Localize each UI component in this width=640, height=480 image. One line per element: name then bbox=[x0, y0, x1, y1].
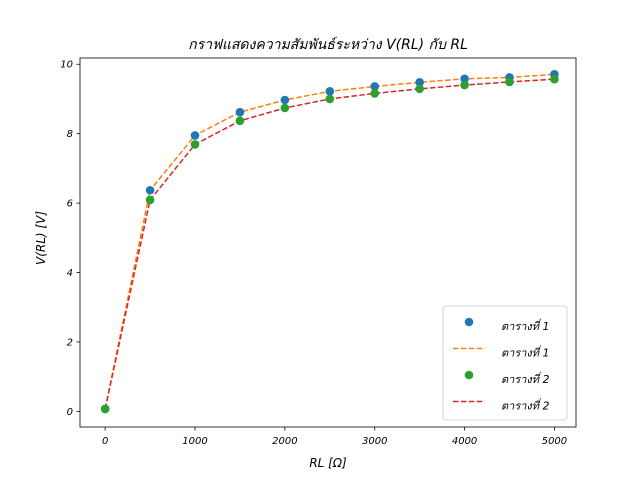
data-point-series-3 bbox=[415, 84, 424, 94]
data-point-series-3 bbox=[280, 103, 290, 113]
chart-title: กราฟแสดงความสัมพันธ์ระหว่าง V(RL) กับ RL bbox=[188, 36, 468, 53]
data-point-series-1 bbox=[415, 77, 424, 87]
legend-label: ตารางที่ 2 bbox=[501, 371, 550, 386]
data-point-series-3 bbox=[235, 116, 245, 126]
x-axis: 0 1000 2000 3000 4000 5000 bbox=[102, 427, 567, 447]
x-tick-label: 0 bbox=[102, 436, 108, 447]
x-tick-label: 4000 bbox=[452, 436, 477, 447]
x-axis-label: RL [Ω] bbox=[309, 456, 347, 470]
data-point-series-1 bbox=[460, 74, 469, 84]
legend-label: ตารางที่ 2 bbox=[501, 398, 550, 413]
data-point-series-1 bbox=[280, 95, 290, 105]
data-point-series-3 bbox=[370, 89, 380, 98]
data-point-series-3 bbox=[505, 77, 514, 87]
x-tick-label: 2000 bbox=[272, 436, 297, 447]
y-tick-label: 8 bbox=[67, 129, 73, 140]
y-axis-label: V(RL) [V] bbox=[34, 211, 48, 265]
data-point-series-3 bbox=[100, 404, 110, 414]
y-tick-label: 0 bbox=[67, 407, 73, 418]
y-tick-label: 10 bbox=[60, 60, 73, 71]
legend: ตารางที่ 1 ตารางที่ 1 ตารางที่ 2 ตารางที่ 2 bbox=[442, 305, 568, 421]
data-point-series-3 bbox=[145, 195, 155, 205]
plot-frame bbox=[79, 57, 577, 428]
legend-swatch-marker bbox=[464, 370, 474, 380]
x-tick-label: 5000 bbox=[542, 436, 567, 447]
data-point-series-1 bbox=[325, 87, 335, 96]
y-tick-label: 6 bbox=[67, 199, 73, 210]
data-point-series-1 bbox=[190, 131, 200, 140]
legend-label: ตารางที่ 1 bbox=[501, 318, 550, 333]
x-tick-label: 3000 bbox=[362, 436, 387, 447]
data-point-series-1 bbox=[145, 185, 155, 195]
legend-box bbox=[442, 305, 568, 421]
y-tick-label: 2 bbox=[67, 337, 73, 348]
data-point-series-3 bbox=[190, 140, 200, 149]
legend-swatch-marker bbox=[464, 317, 474, 327]
plot-area bbox=[79, 57, 577, 428]
x-tick-label: 1000 bbox=[182, 436, 207, 447]
y-axis: 0 2 4 6 8 10 bbox=[60, 60, 80, 418]
data-point-series-3 bbox=[325, 94, 335, 104]
legend-label: ตารางที่ 1 bbox=[501, 345, 550, 360]
data-point-series-3 bbox=[550, 74, 559, 84]
data-point-series-1 bbox=[370, 82, 380, 91]
data-point-series-3 bbox=[460, 80, 469, 90]
y-tick-label: 4 bbox=[67, 268, 73, 279]
data-point-series-1 bbox=[235, 107, 245, 117]
